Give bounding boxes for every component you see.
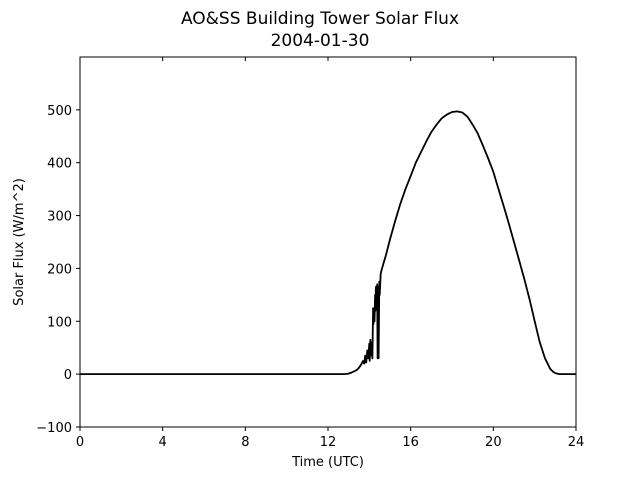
x-tick-label: 0 <box>76 435 84 450</box>
y-tick-label: 200 <box>47 262 72 277</box>
y-axis-label: Solar Flux (W/m^2) <box>12 178 27 306</box>
y-tick-label: −100 <box>36 421 72 436</box>
y-tick-label: 400 <box>47 157 72 172</box>
y-tick-label: 500 <box>47 104 72 119</box>
y-tick-label: 300 <box>47 210 72 225</box>
tick-label-group: 0 4 8 12 16 20 24 −100 0 100 200 300 400 500 <box>36 104 584 450</box>
series-line-solar-flux <box>80 110 576 375</box>
chart-subtitle: 2004-01-30 <box>271 31 370 51</box>
x-tick-label: 16 <box>402 435 419 450</box>
x-tick-label: 24 <box>568 435 585 450</box>
x-tick-label: 20 <box>485 435 502 450</box>
y-tick-label: 0 <box>64 368 72 383</box>
x-tick-label: 8 <box>241 435 249 450</box>
x-axis-label: Time (UTC) <box>291 455 364 470</box>
x-tick-label: 12 <box>320 435 337 450</box>
y-tick-label: 100 <box>47 315 72 330</box>
x-tick-label: 4 <box>159 435 167 450</box>
chart-title: AO&SS Building Tower Solar Flux <box>181 9 459 29</box>
plot-frame <box>79 56 577 428</box>
